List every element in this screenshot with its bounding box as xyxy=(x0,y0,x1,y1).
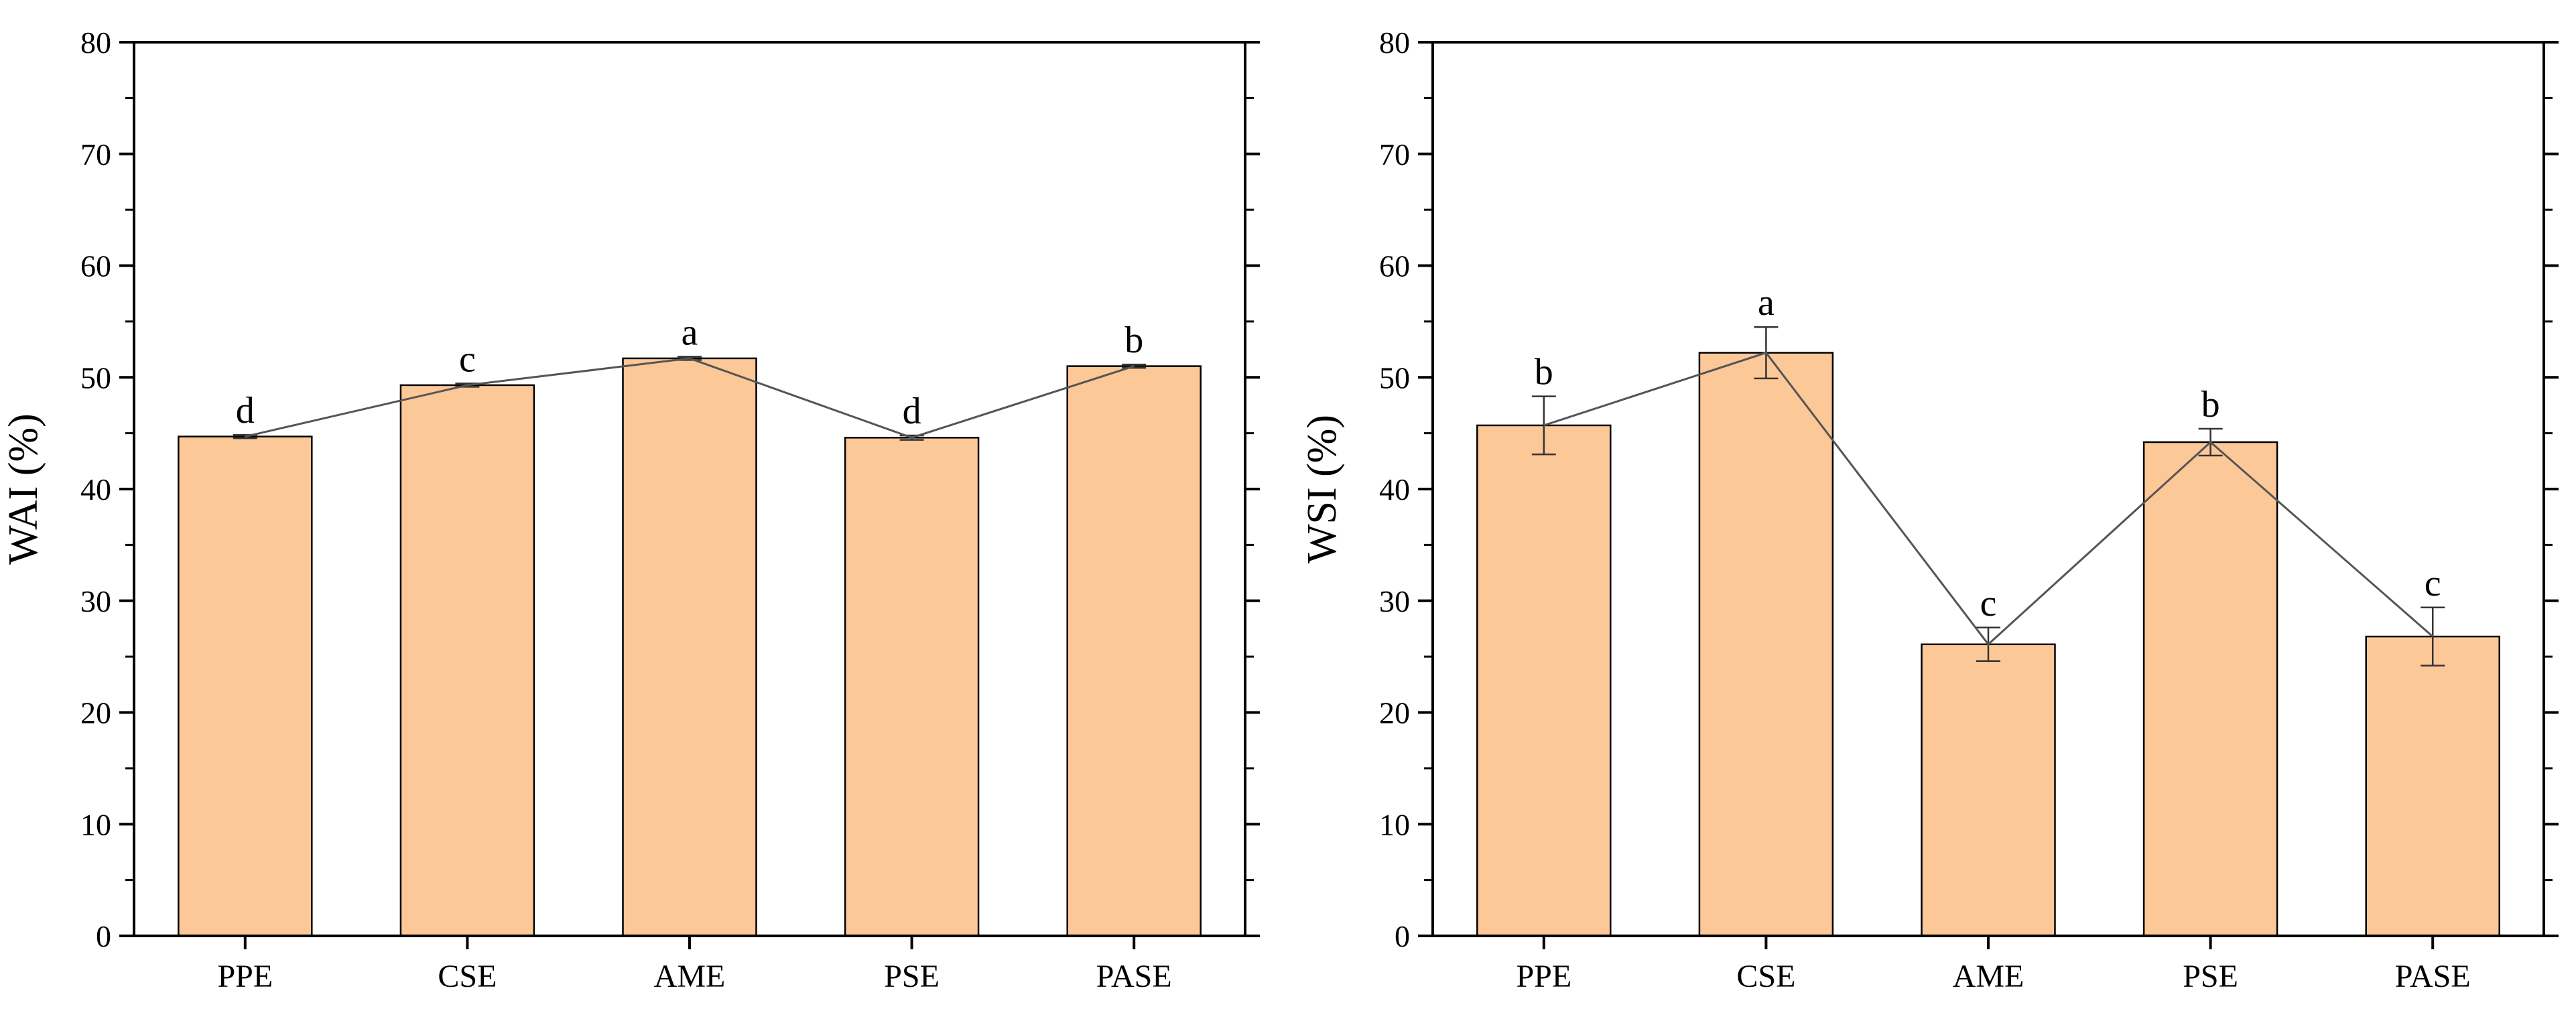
y-axis-title: WAI (%) xyxy=(1,413,46,565)
significance-label-pse: d xyxy=(903,391,921,432)
significance-label-ame: a xyxy=(682,312,698,353)
y-tick-label: 40 xyxy=(80,472,111,506)
y-tick-label: 40 xyxy=(1379,472,1410,506)
x-tick-label-pase: PASE xyxy=(2395,959,2471,994)
trend-line xyxy=(1543,351,2434,646)
y-tick-label: 70 xyxy=(1379,137,1410,172)
significance-label-pase: b xyxy=(1124,320,1143,361)
y-tick-label: 80 xyxy=(1379,25,1410,60)
y-tick-label: 30 xyxy=(80,584,111,618)
significance-label-pase: c xyxy=(2425,563,2441,604)
bar-pase xyxy=(2365,635,2500,937)
y-tick-label: 10 xyxy=(80,807,111,841)
significance-label-ppe: d xyxy=(236,390,255,431)
bar-cse xyxy=(1698,352,1834,937)
significance-label-ame: c xyxy=(1980,583,1997,624)
x-tick-label-ame: AME xyxy=(654,959,726,994)
bar-pase xyxy=(1066,365,1202,937)
y-tick-label: 0 xyxy=(96,919,111,953)
x-tick-label-pase: PASE xyxy=(1096,959,1172,994)
significance-label-pse: b xyxy=(2201,384,2220,425)
chart-panel-1: d c a d b 0 10 20 30 40 50 60 70 80 PPE CSE AME PSE PASE WA… xyxy=(1,25,1260,994)
y-tick-label: 20 xyxy=(1379,696,1410,730)
bar-ame xyxy=(622,357,757,937)
x-tick-label-pse: PSE xyxy=(884,959,940,994)
bar-ame xyxy=(1921,643,2056,937)
y-tick-label: 60 xyxy=(1379,249,1410,283)
x-tick-label-cse: CSE xyxy=(1736,959,1795,994)
trend-line xyxy=(245,357,1135,439)
bar-pse xyxy=(2142,441,2278,937)
y-tick-label: 30 xyxy=(1379,584,1410,618)
significance-label-ppe: b xyxy=(1535,352,1553,393)
x-tick-label-ame: AME xyxy=(1953,959,2024,994)
significance-label-cse: c xyxy=(459,338,476,380)
bar-pse xyxy=(844,437,980,937)
x-tick-label-pse: PSE xyxy=(2183,959,2238,994)
bar-ppe xyxy=(178,435,313,937)
bar-ppe xyxy=(1476,424,1612,937)
y-axis-title: WSI (%) xyxy=(1299,415,1345,563)
y-tick-label: 50 xyxy=(1379,360,1410,395)
y-tick-label: 60 xyxy=(80,249,111,283)
significance-label-cse: a xyxy=(1758,282,1775,324)
x-tick-label-ppe: PPE xyxy=(217,959,273,994)
x-tick-label-ppe: PPE xyxy=(1516,959,1571,994)
y-tick-label: 10 xyxy=(1379,807,1410,841)
y-tick-label: 0 xyxy=(1395,919,1410,953)
y-tick-label: 20 xyxy=(80,696,111,730)
y-tick-label: 70 xyxy=(80,137,111,172)
y-tick-label: 80 xyxy=(80,25,111,60)
chart-panel-2: b a c b c 0 10 20 30 40 50 60 70 80 PPE CSE AME PSE PASE WS… xyxy=(1299,25,2559,994)
x-tick-label-cse: CSE xyxy=(438,959,497,994)
y-tick-label: 50 xyxy=(80,360,111,395)
bar-cse xyxy=(399,384,535,937)
